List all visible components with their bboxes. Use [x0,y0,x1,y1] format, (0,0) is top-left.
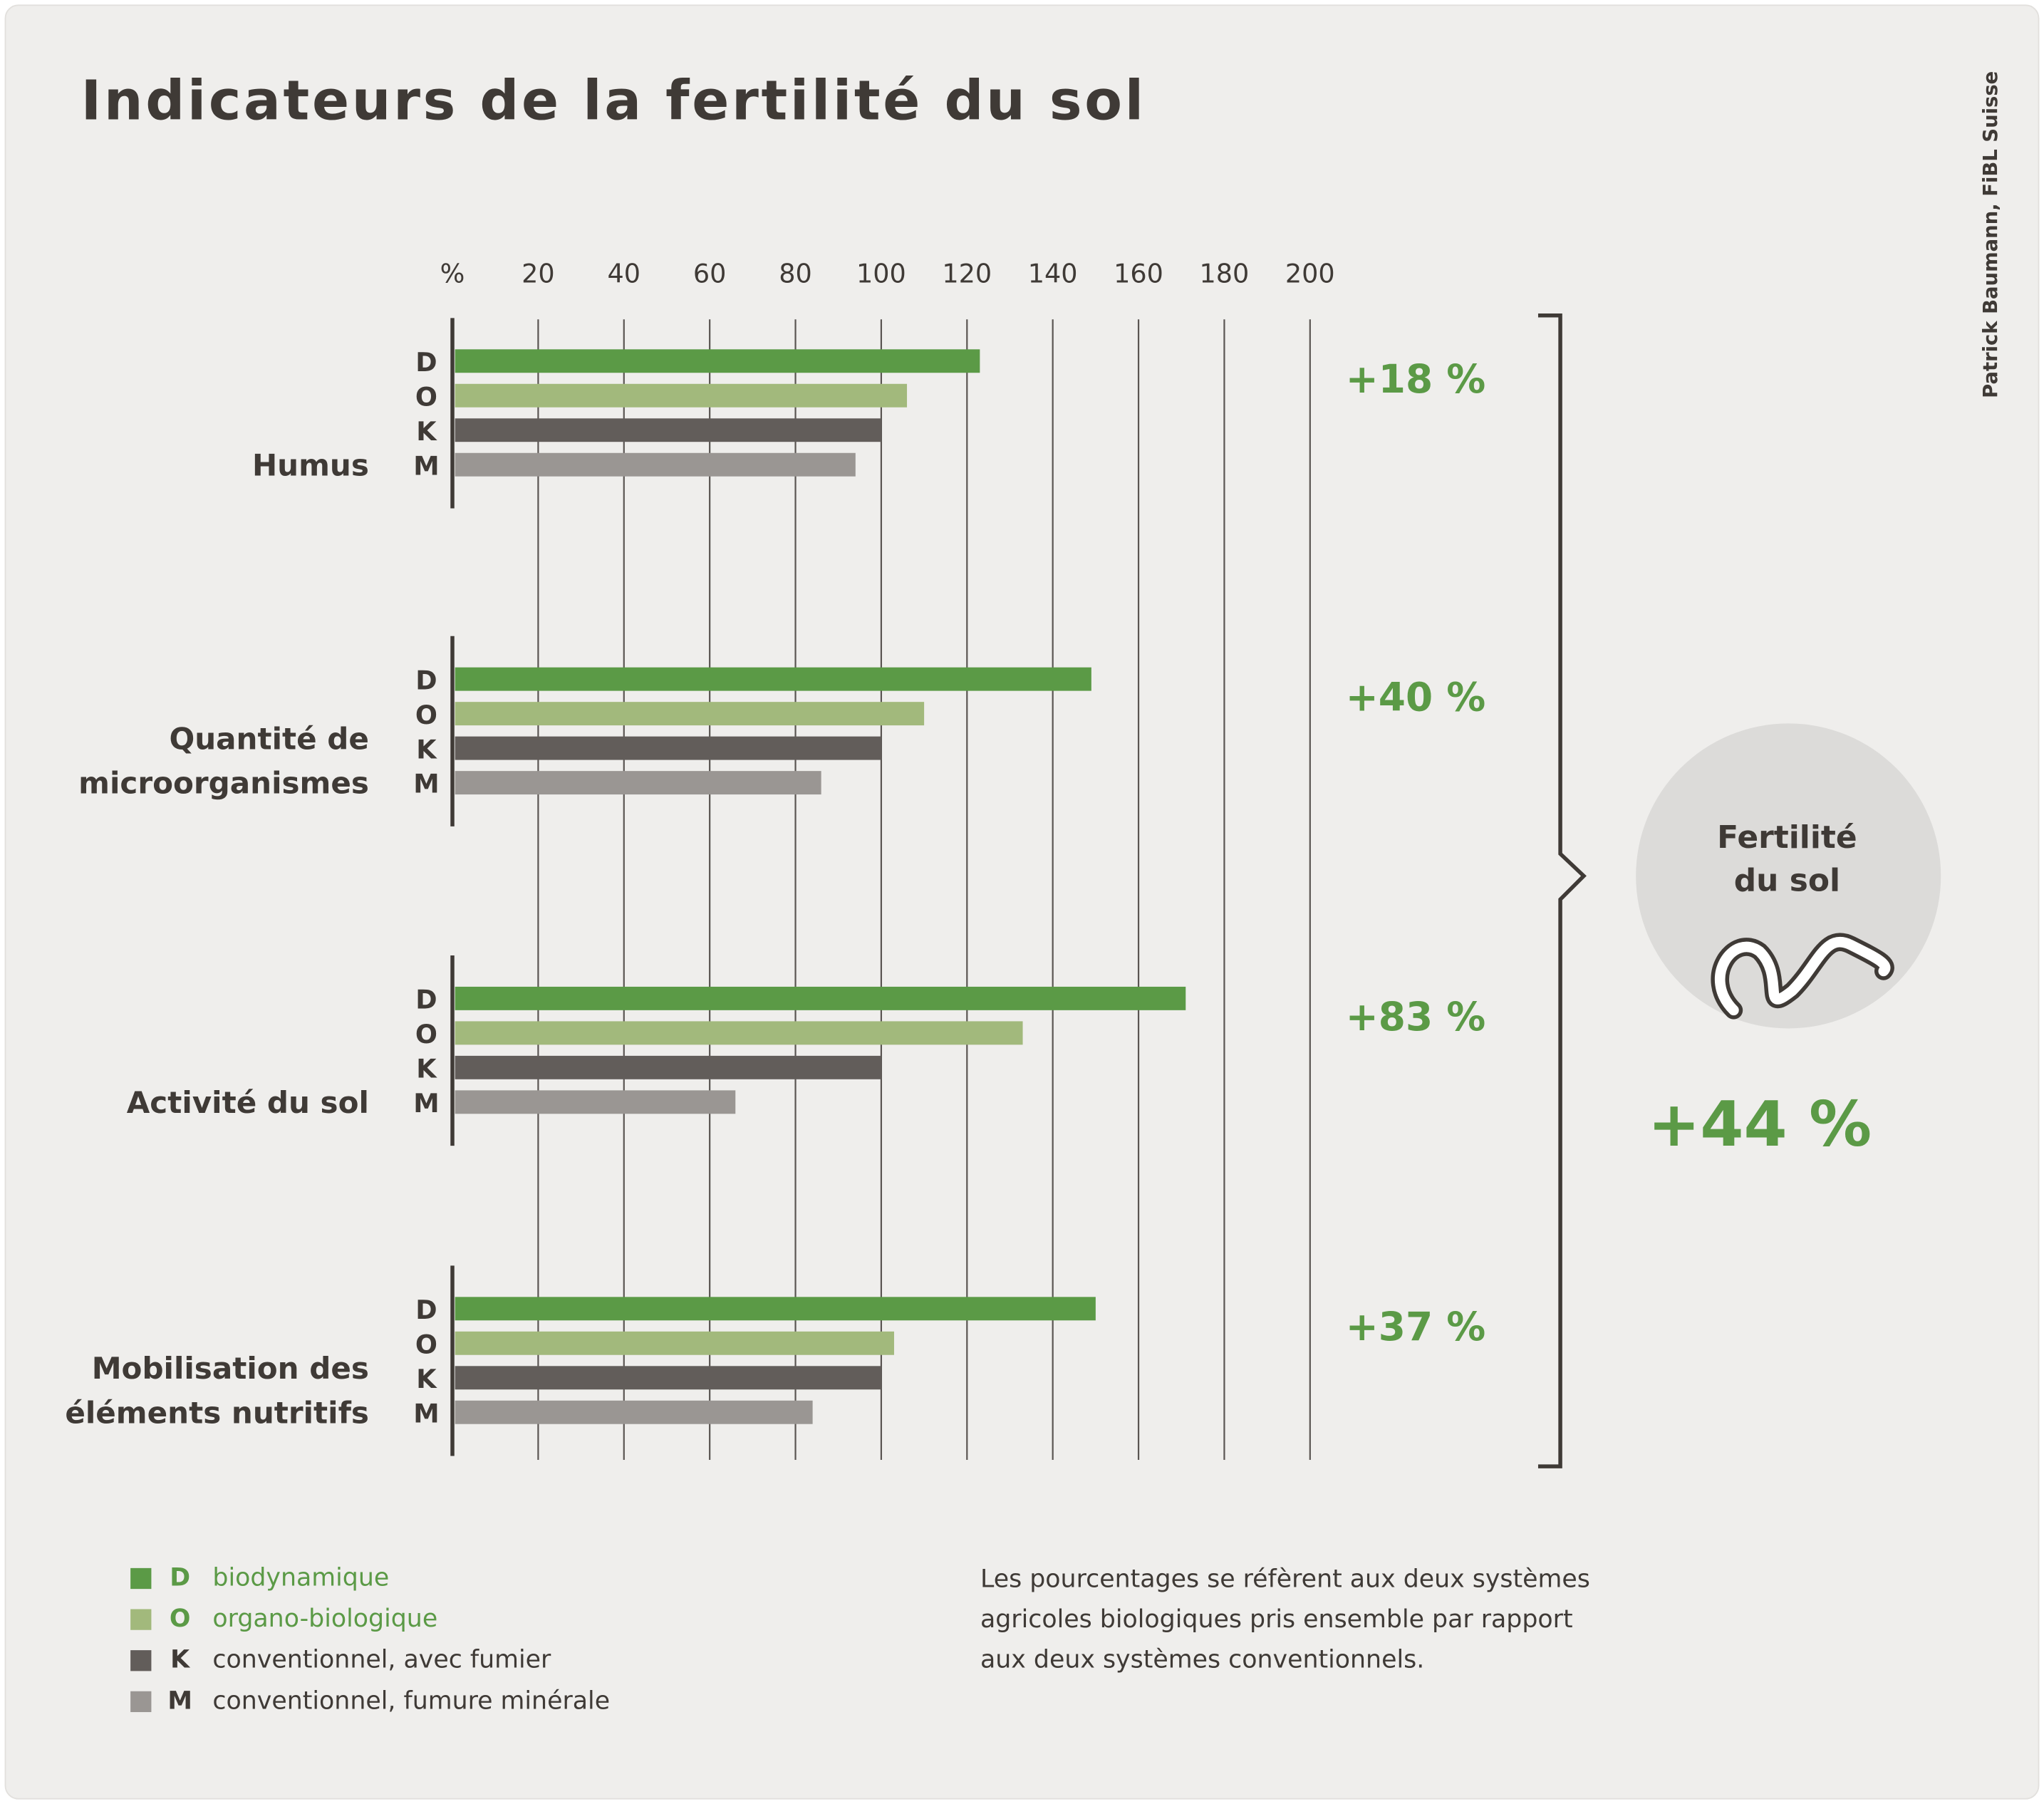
bar [455,349,980,373]
series-code: O [415,381,437,412]
chart-title: Indicateurs de la fertilité du sol [81,69,1146,133]
series-code: O [415,1329,437,1359]
category-label: Humus [252,447,369,482]
bar [455,771,821,795]
series-code: K [416,734,437,764]
x-tick-label: 180 [1200,259,1250,289]
category-label: Mobilisation des [92,1351,369,1386]
category-label: Quantité de [169,722,368,757]
group-label: +40 % [1346,675,1485,720]
group-label: +37 % [1346,1304,1485,1349]
bar [455,1021,1023,1045]
note: aux deux systèmes conventionnels. [980,1646,1424,1674]
legend-label: biodynamique [212,1563,389,1592]
x-unit-label: % [440,259,465,289]
legend-code: D [170,1563,190,1592]
legend-code: M [167,1686,192,1715]
series-code: M [413,769,439,799]
bar [455,1331,894,1355]
bar [455,1366,881,1390]
x-tick-label: 200 [1285,259,1335,289]
x-tick-label: 100 [856,259,906,289]
legend-label: conventionnel, avec fumier [212,1646,551,1674]
x-tick-label: 120 [942,259,992,289]
series-code: D [415,985,437,1015]
bar [455,383,908,408]
series-code: M [413,1088,439,1119]
brace [1537,313,1587,1468]
summary-value: +44 % [1648,1087,1872,1161]
group-label: +18 % [1346,356,1485,402]
category-label: Activité du sol [127,1085,369,1120]
bar [455,418,881,442]
series-code: O [415,700,437,730]
series-code: K [416,1364,437,1394]
legend-label: conventionnel, fumure minérale [212,1686,610,1715]
legend-swatch [130,1609,152,1630]
credit: Patrick Baumann, FiBL Suisse [1980,71,2002,398]
legend-swatch [130,1567,152,1590]
bar [455,1055,881,1079]
summary-label: Fertilité [1717,819,1857,856]
legend-swatch [130,1650,152,1671]
bar [455,1297,1096,1321]
series-code: M [413,450,439,481]
legend-code: O [170,1605,191,1633]
series-code: D [415,665,437,695]
bar [455,736,881,760]
worm-icon-inner [1714,936,1891,1016]
x-tick-label: 80 [779,259,812,289]
series-code: D [415,1295,437,1325]
bar [455,702,925,726]
category-label: éléments nutritifs [65,1395,369,1430]
note: Les pourcentages se réfèrent aux deux sy… [980,1565,1590,1593]
bar [455,452,856,477]
series-code: K [416,1054,437,1084]
x-tick-label: 40 [608,259,641,289]
series-code: M [413,1398,439,1429]
legend-swatch [130,1691,152,1713]
x-tick-label: 60 [693,259,727,289]
category-label: microorganismes [78,766,369,801]
series-code: D [415,347,437,378]
x-tick-label: 20 [522,259,555,289]
legend-label: organo-biologique [212,1605,437,1633]
series-code: O [415,1019,437,1049]
series-code: K [416,416,437,447]
bar [455,1400,813,1424]
bar [455,667,1091,691]
x-tick-label: 140 [1028,259,1078,289]
bar [455,986,1186,1010]
summary-label: du sol [1734,863,1840,899]
legend-code: K [170,1646,190,1674]
note: agricoles biologiques pris ensemble par … [980,1605,1573,1634]
bar [455,1090,736,1114]
x-tick-label: 160 [1114,259,1163,289]
group-label: +83 % [1346,994,1485,1040]
